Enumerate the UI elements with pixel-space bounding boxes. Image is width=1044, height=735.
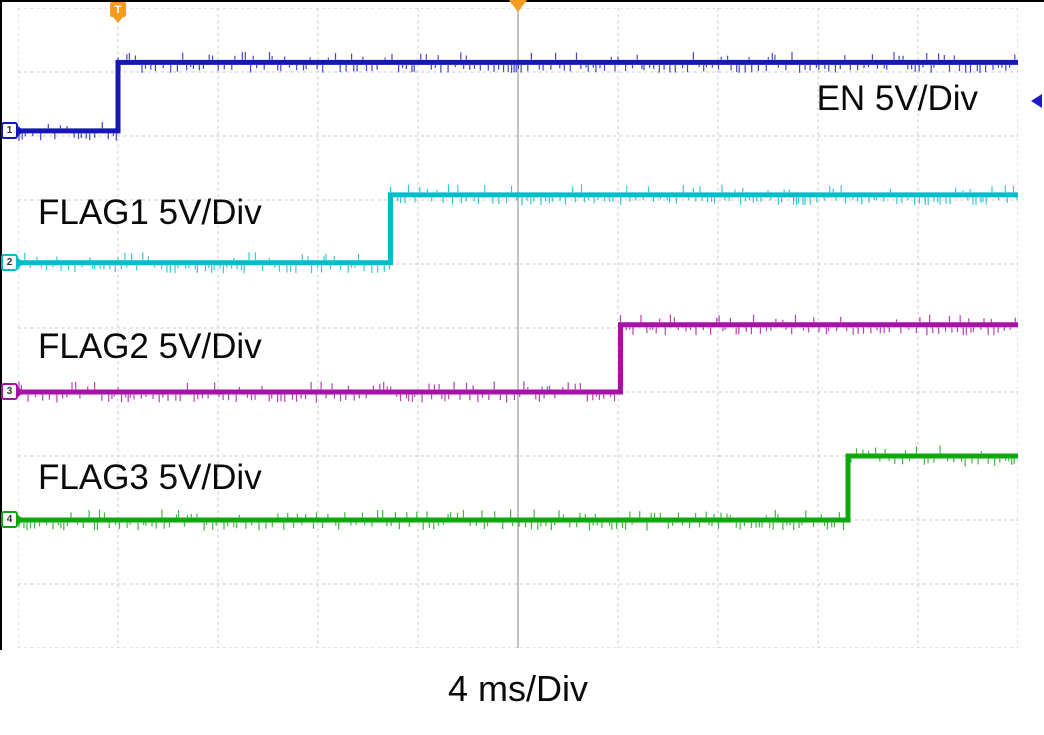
trace-en — [18, 59, 1018, 134]
trigger-time-marker: T — [110, 2, 126, 23]
channel-1-arrow-icon — [18, 125, 24, 136]
channel-3-badge: 3 — [1, 383, 24, 400]
trace-noise-flag2 — [18, 314, 1016, 403]
channel-2-number: 2 — [6, 256, 13, 268]
label-en: EN 5V/Div — [816, 79, 978, 118]
trace-noise-en — [18, 51, 1016, 141]
label-flag3: FLAG3 5V/Div — [38, 458, 262, 497]
channel-1-number: 1 — [6, 124, 13, 136]
trace-flag2 — [18, 322, 1018, 395]
channel-4-arrow-icon — [18, 515, 24, 525]
label-flag2: FLAG2 5V/Div — [38, 327, 262, 366]
trigger-position-icon — [509, 0, 527, 12]
trace-flag1 — [18, 192, 1018, 266]
channel-3-number: 3 — [6, 386, 13, 397]
channel-3-arrow-icon — [18, 387, 24, 397]
trace-flag3 — [18, 453, 1018, 523]
channel-1-badge: 1 — [1, 121, 24, 139]
trigger-time-tail-icon — [113, 17, 123, 23]
trigger-level-arrow-icon — [1031, 94, 1042, 108]
label-flag1: FLAG1 5V/Div — [38, 193, 262, 232]
channel-2-arrow-icon — [18, 257, 24, 268]
waveform-plot — [17, 7, 1019, 649]
trigger-time-letter: T — [114, 3, 122, 16]
waveform-canvas — [17, 7, 1019, 649]
frame-left-border — [0, 0, 2, 650]
channel-2-badge: 2 — [1, 253, 24, 271]
trace-noise-flag3 — [18, 445, 1015, 531]
channel-4-badge: 4 — [1, 511, 24, 528]
timebase-label: 4 ms/Div — [447, 668, 588, 709]
channel-4-number: 4 — [6, 514, 13, 525]
